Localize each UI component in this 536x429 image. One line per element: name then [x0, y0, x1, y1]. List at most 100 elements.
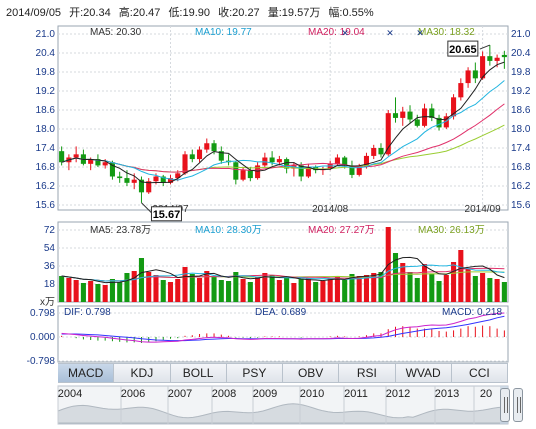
macd-legend: MACD: 0.218	[442, 307, 502, 318]
quote-open: 开:20.34	[69, 7, 111, 19]
volume-bar	[407, 272, 413, 302]
volume-bar	[95, 284, 101, 302]
vol-ma10-legend: MA10: 28.30万	[195, 225, 262, 236]
ma5-line	[61, 61, 505, 184]
candle-body	[334, 157, 340, 164]
timeline-year-label: 2012	[386, 388, 410, 400]
candle-body	[284, 159, 290, 169]
quote-amplitude: 幅:0.55%	[328, 7, 374, 19]
range-handle-left[interactable]	[500, 388, 510, 422]
min-annotation-box	[150, 206, 182, 222]
candle-body	[124, 178, 130, 183]
volume-bar	[247, 282, 253, 302]
tab-psy[interactable]: PSY	[226, 364, 283, 382]
candle-body	[276, 159, 282, 163]
candle-body	[102, 162, 108, 166]
ma30-legend: MA30: 18.32	[418, 27, 475, 38]
price-date-label: 2014/09	[465, 204, 502, 215]
timeline-year-label: 2013	[435, 388, 459, 400]
volume-bar	[392, 253, 399, 302]
volume-bar	[334, 276, 340, 302]
volume-bar	[175, 279, 181, 302]
timeline-history-area	[57, 403, 509, 424]
tab-wvad[interactable]: WVAD	[395, 364, 452, 382]
vol-ma10-line	[61, 264, 505, 282]
volume-bar	[480, 273, 486, 302]
ma10-legend: MA10: 19.77	[195, 27, 252, 38]
volume-bar	[109, 279, 115, 302]
volume-bar	[204, 271, 210, 302]
volume-bar	[487, 278, 493, 302]
candle-body	[305, 167, 311, 177]
candle-body	[363, 155, 370, 167]
volume-bar	[494, 279, 500, 302]
candle-body	[501, 54, 507, 58]
volume-bar	[349, 274, 355, 302]
volume-ytick: 18	[44, 279, 56, 290]
dif-line	[61, 312, 505, 343]
quote-date: 2014/09/05	[6, 7, 62, 19]
price-ytick-left: 18.0	[36, 124, 56, 135]
quote-close: 收:20.27	[218, 7, 260, 19]
vol-ma5-line	[61, 256, 505, 284]
volume-bar	[363, 275, 370, 302]
quote-header: 2014/09/05 开:20.34 高:20.47 低:19.90 收:20.…	[6, 4, 379, 20]
macd-ytick: -0.798	[27, 356, 56, 367]
volume-bar	[305, 278, 311, 302]
candle-body	[451, 97, 457, 117]
volume-bar	[226, 281, 232, 302]
volume-bar	[80, 283, 86, 302]
timeline-year-label: 2011	[344, 388, 368, 400]
volume-bar	[429, 274, 435, 302]
candle-body	[378, 148, 384, 155]
vol-ma5-legend: MA5: 23.78万	[90, 225, 151, 236]
price-ytick-right: 16.2	[511, 181, 531, 192]
ma10-line	[61, 80, 505, 181]
volume-bar	[313, 282, 319, 302]
tab-obv[interactable]: OBV	[283, 364, 340, 382]
volume-bar	[153, 275, 159, 302]
timeline-year-label: 2009	[253, 388, 277, 400]
candle-body	[196, 149, 203, 160]
volume-bar	[436, 281, 442, 302]
quote-volume: 量:19.57万	[267, 7, 321, 19]
macd-ytick: 0.798	[30, 308, 55, 319]
price-ytick-right: 18.0	[511, 124, 531, 135]
volume-bar	[501, 282, 507, 302]
candle-body	[233, 162, 239, 180]
candle-body	[414, 119, 420, 126]
dif-legend: DIF: 0.798	[64, 307, 111, 318]
tab-rsi[interactable]: RSI	[339, 364, 396, 382]
volume-bar	[356, 276, 362, 302]
timeline-year-label: 2010	[300, 388, 324, 400]
candle-body	[240, 170, 246, 180]
tab-macd[interactable]: MACD	[58, 364, 115, 382]
volume-bar	[124, 273, 130, 302]
tab-cci[interactable]: CCI	[451, 364, 508, 382]
candle-body	[211, 143, 217, 152]
candle-body	[494, 57, 500, 61]
candle-body	[443, 116, 449, 128]
max-annotation-box	[447, 40, 479, 57]
candle-body	[421, 108, 428, 126]
volume-bar	[276, 280, 282, 302]
price-date-label: 2014/08	[312, 204, 349, 215]
tab-boll[interactable]: BOLL	[170, 364, 227, 382]
price-ytick-left: 16.8	[36, 162, 56, 173]
volume-bar	[298, 279, 304, 302]
volume-bar	[320, 281, 326, 302]
range-handle-right[interactable]	[513, 388, 523, 422]
candle-body	[385, 113, 391, 155]
indicator-tabs: MACD KDJ BOLL PSY OBV RSI WVAD CCI	[58, 364, 508, 382]
tab-kdj[interactable]: KDJ	[114, 364, 171, 382]
price-ytick-right: 16.8	[511, 162, 531, 173]
volume-bar	[218, 280, 224, 302]
volume-bar	[66, 278, 72, 302]
ma20-legend: MA20: 19.04	[308, 27, 365, 38]
candle-body	[400, 111, 406, 118]
volume-bar	[189, 274, 195, 302]
candle-body	[480, 56, 486, 79]
price-ytick-right: 21.0	[511, 29, 531, 40]
candle-body	[117, 176, 123, 179]
